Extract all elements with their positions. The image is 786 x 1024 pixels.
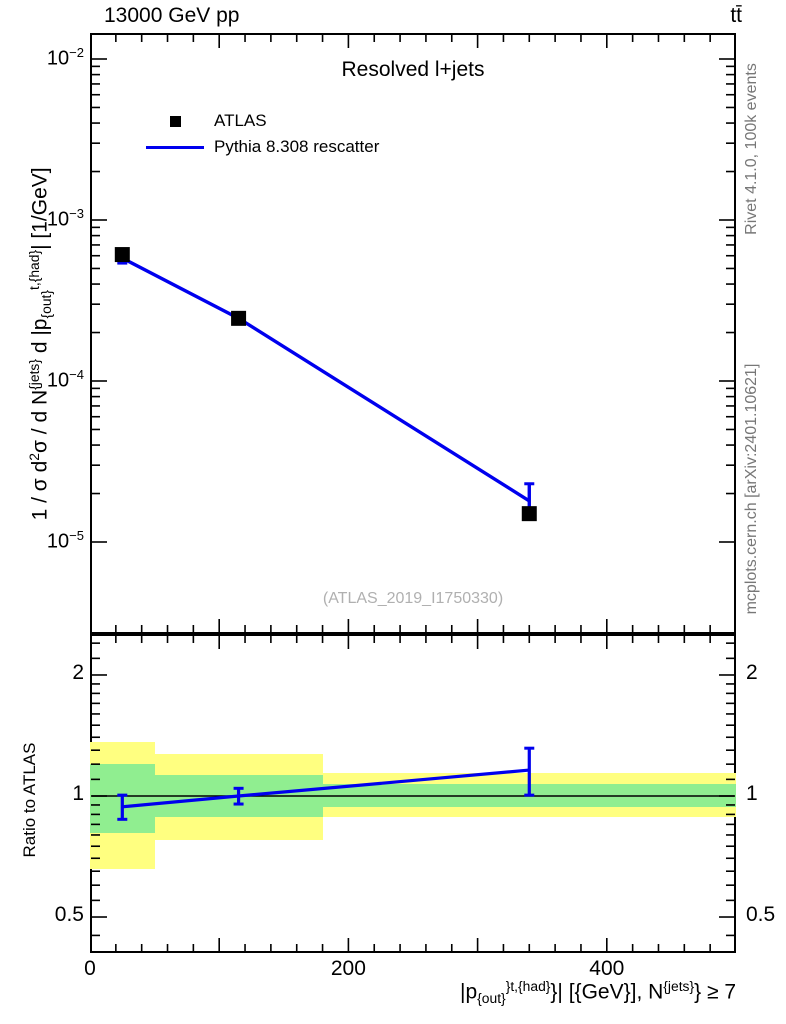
legend: ATLAS Pythia 8.308 rescatter <box>140 108 379 160</box>
ratio-y-tick-label-right: 0.5 <box>746 903 776 926</box>
rivet-version-text: Rivet 4.1.0, 100k events <box>743 63 760 235</box>
main-y-tick-label: 10−4 <box>0 367 84 393</box>
main-y-axis-label: 1 / σ d2σ / d N{jets} d |p{out}t,{had}| … <box>26 44 54 644</box>
legend-entry-pythia: Pythia 8.308 rescatter <box>140 134 379 160</box>
header-beam-energy: 13000 GeV pp <box>104 4 240 27</box>
ratio-uncertainty-band-green <box>322 784 736 807</box>
ylabel-sigma: σ <box>28 478 52 492</box>
x-axis-label: |p{out}}t,{had}}| [{GeV}], N{jets}} ≥ 7 <box>460 978 736 1006</box>
xlabel-sup-thad: t,{had} <box>510 978 551 994</box>
xlabel-part-a: |p <box>460 980 478 1004</box>
ylabel-sub-out: {out} <box>37 289 54 319</box>
ylabel-part-d: d |p <box>28 318 52 360</box>
ylabel-part-a: 1 / <box>28 491 52 521</box>
plot-title: Resolved l+jets <box>341 58 485 81</box>
legend-line-icon <box>140 145 210 149</box>
ylabel-part-b: d <box>28 460 52 479</box>
ratio-y-tick-label-right: 2 <box>746 660 758 684</box>
legend-marker-square-icon <box>140 115 210 127</box>
ratio-y-tick-value: 0.5 <box>54 903 84 926</box>
xlabel-part-b: } <box>505 978 511 994</box>
mcplots-reference-text: mcplots.cern.ch [arXiv:2401.10621] <box>743 363 760 615</box>
ratio-uncertainty-band-green <box>90 764 155 833</box>
header-process-label: tt̄ <box>730 4 742 27</box>
ylabel-part-c: / d N <box>28 389 52 441</box>
ratio-y-tick-value: 2 <box>72 660 84 684</box>
xlabel-sup-jets: {jets} <box>663 978 695 994</box>
ylabel-sup-thad: t,{had} <box>26 249 43 290</box>
main-y-tick-label: 10−5 <box>0 528 84 554</box>
main-y-tick-value: 10−5 <box>46 528 84 553</box>
ratio-y-tick-value: 1 <box>72 782 84 805</box>
main-y-tick-value: 10−4 <box>46 367 84 392</box>
xlabel-part-d: } ≥ 7 <box>694 980 736 1004</box>
ylabel-sigma2: σ <box>28 440 52 453</box>
ylabel-exp-2: 2 <box>26 452 43 461</box>
main-y-tick-value: 10−3 <box>46 206 84 231</box>
main-y-tick-value: 10−2 <box>46 45 84 70</box>
analysis-watermark: (ATLAS_2019_I1750330) <box>322 590 504 607</box>
x-tick-label: 400 <box>589 957 625 980</box>
x-tick-label: 200 <box>330 957 366 980</box>
ratio-uncertainty-band-green <box>154 774 323 818</box>
ratio-y-tick-label-left: 1 <box>0 782 84 806</box>
legend-label-atlas: ATLAS <box>214 111 267 130</box>
xlabel-part-c: }| [{GeV}], N <box>550 980 664 1004</box>
ratio-y-tick-label-left: 2 <box>0 661 84 685</box>
main-y-tick-label: 10−3 <box>0 206 84 232</box>
ratio-y-tick-label-left: 0.5 <box>0 903 84 927</box>
legend-label-pythia: Pythia 8.308 rescatter <box>214 137 380 156</box>
xlabel-sub-out: {out} <box>477 989 506 1006</box>
x-tick-label: 0 <box>84 957 96 980</box>
main-y-tick-label: 10−2 <box>0 45 84 71</box>
ratio-y-tick-label-right: 1 <box>746 782 758 805</box>
legend-entry-atlas: ATLAS <box>140 108 379 134</box>
